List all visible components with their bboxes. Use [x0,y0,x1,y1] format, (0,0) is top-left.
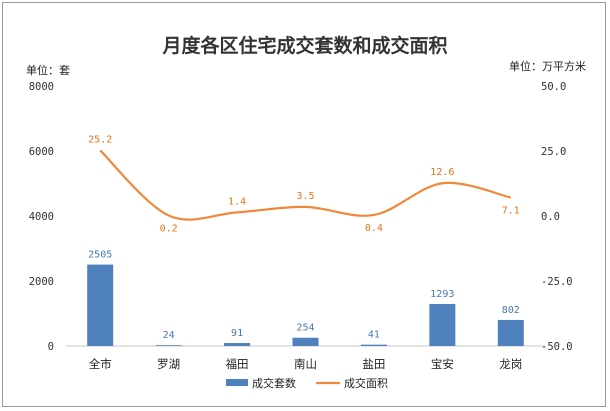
right-axis-tick-label: 0.0 [541,211,560,223]
legend-bar-swatch [226,379,248,386]
line-data-label: 3.5 [296,191,314,202]
line-data-label: 1.4 [228,196,246,207]
bar-data-label: 41 [368,330,380,341]
x-axis-category-label: 全市 [89,357,112,371]
x-axis-category-label: 盐田 [362,357,385,371]
line-data-label: 12.6 [430,167,454,178]
bar-data-label: 2505 [88,250,112,261]
bar [360,344,387,346]
x-axis-category-label: 南山 [294,357,317,371]
legend: 成交套数 成交面积 [226,376,388,390]
x-axis-categories: 全市 罗湖 福田 南山 盐田 宝安 龙岗 [89,357,523,371]
right-axis-tick-label: 50.0 [541,81,566,93]
x-axis-category-label: 龙岗 [499,357,522,371]
line-data-label: 0.2 [160,223,178,234]
legend-line-label: 成交面积 [344,376,388,390]
bar [155,345,182,346]
bar-data-label: 802 [502,305,520,316]
bar-series [87,264,524,346]
area-line-series [99,149,512,221]
left-axis-tick-label: 8000 [29,81,54,93]
bar-data-label: 1293 [430,289,454,300]
left-axis-tick-label: 2000 [29,276,54,288]
right-axis-ticks: -50.0 -25.0 0.0 25.0 50.0 [541,81,573,353]
bar [429,303,456,346]
left-axis-ticks: 0 2000 4000 6000 8000 [29,81,54,353]
left-axis-tick-label: 6000 [29,146,54,158]
line-data-label: 7.1 [502,206,520,217]
line-data-labels: 25.2 0.2 1.4 3.5 0.4 12.6 7.1 [88,134,520,234]
left-axis-tick-label: 0 [48,341,54,353]
x-axis-category-label: 罗湖 [157,357,180,371]
bar-data-labels: 2505 24 91 254 41 1293 802 [88,250,520,342]
bar-data-label: 91 [231,328,243,339]
line-data-label: 25.2 [88,134,112,145]
right-axis-tick-label: -50.0 [541,341,573,353]
bar [87,264,114,346]
right-axis-unit: 单位：万平方米 [509,59,586,73]
right-axis-tick-label: 25.0 [541,146,566,158]
legend-bar-label: 成交套数 [252,376,296,390]
bar [292,337,319,346]
right-axis-tick-label: -25.0 [541,276,573,288]
x-axis-category-label: 宝安 [431,357,454,371]
bar [497,319,524,346]
bar-data-label: 24 [163,330,175,341]
line-data-label: 0.4 [365,223,383,234]
left-axis-unit: 单位：套 [26,63,70,77]
left-axis-tick-label: 4000 [29,211,54,223]
chart-title: 月度各区住宅成交套数和成交面积 [161,34,447,57]
x-axis-category-label: 福田 [226,357,249,371]
bar-data-label: 254 [296,323,314,334]
bar [224,343,251,346]
